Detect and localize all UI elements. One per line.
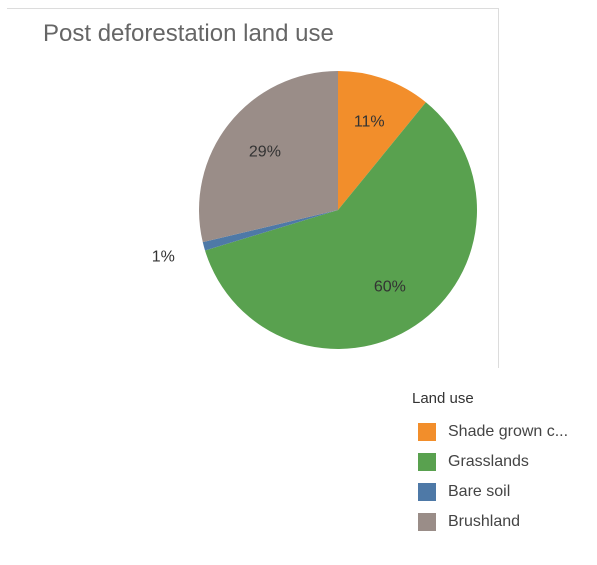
legend-swatch — [418, 513, 436, 531]
legend-title: Land use — [412, 390, 597, 407]
slice-data-label: 29% — [249, 143, 281, 160]
legend-item-bare-soil[interactable]: Bare soil — [412, 477, 597, 507]
legend-label: Brushland — [448, 513, 520, 531]
legend-swatch — [418, 483, 436, 501]
legend-label: Bare soil — [448, 483, 510, 501]
legend-swatch — [418, 423, 436, 441]
slice-data-label: 60% — [374, 279, 406, 296]
slice-data-label: 11% — [354, 113, 385, 130]
legend-label: Grasslands — [448, 453, 529, 471]
legend-item-shade-grown[interactable]: Shade grown c... — [412, 417, 597, 447]
legend-item-grasslands[interactable]: Grasslands — [412, 447, 597, 477]
slice-data-label: 1% — [152, 249, 175, 266]
legend-swatch — [418, 453, 436, 471]
legend-item-brushland[interactable]: Brushland — [412, 507, 597, 537]
legend: Land use Shade grown c... Grasslands Bar… — [412, 390, 597, 537]
legend-label: Shade grown c... — [448, 423, 568, 441]
